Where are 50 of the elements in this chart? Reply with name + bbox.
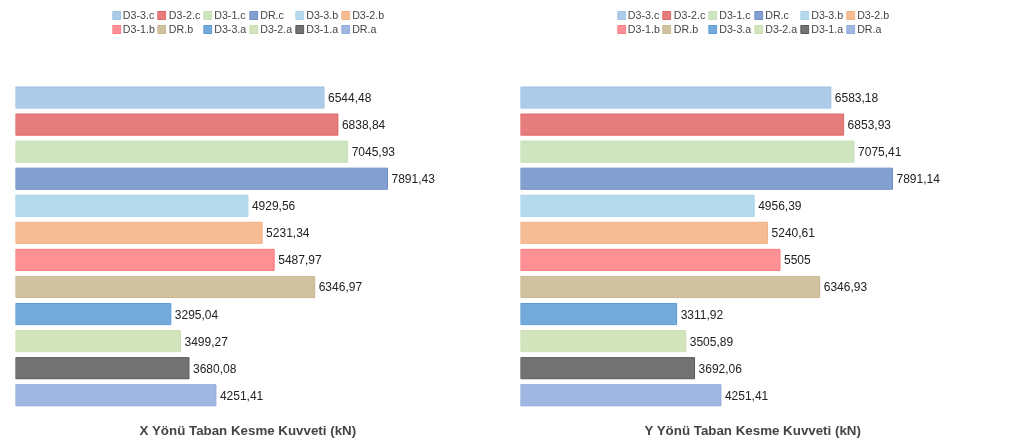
- data-label: 7891,14: [896, 172, 941, 187]
- data-label: 3505,89: [689, 334, 734, 349]
- legend-label: D3-1.a: [306, 23, 339, 35]
- data-label: 7045,93: [351, 145, 396, 160]
- data-label: 4251,41: [724, 388, 769, 403]
- x-axis-title: Y Yönü Taban Kesme Kuvveti (kN): [644, 422, 861, 438]
- data-label: 3499,27: [184, 334, 229, 349]
- data-label: 6583,18: [834, 91, 879, 106]
- x-axis-title: X Yönü Taban Kesme Kuvveti (kN): [139, 422, 357, 438]
- legend-label: D3-3.c: [122, 9, 155, 21]
- data-label: 4956,39: [758, 199, 802, 214]
- legend-label: DR.b: [673, 23, 699, 35]
- legend-label: D3-2.b: [352, 9, 385, 21]
- legend-label: D3-1.b: [122, 23, 155, 35]
- legend-label: D3-1.c: [719, 9, 751, 21]
- data-label: 6544,48: [328, 91, 372, 106]
- legend-label: DR.a: [352, 23, 377, 35]
- data-label: 5487,97: [278, 253, 322, 268]
- data-label: 3295,04: [174, 307, 219, 322]
- data-label: 5505: [784, 253, 812, 268]
- data-label: 7075,41: [858, 145, 902, 160]
- legend-label: D3-3.a: [214, 23, 247, 35]
- legend-label: D3-3.a: [719, 23, 752, 35]
- data-label: 6853,93: [847, 118, 892, 133]
- legend-label: D3-2.b: [857, 9, 890, 21]
- legend-label: D3-1.a: [811, 23, 844, 35]
- data-label: 3680,08: [192, 361, 237, 376]
- data-label: 3311,92: [680, 307, 724, 322]
- data-label: 7891,43: [391, 172, 436, 187]
- legend-label: D3-1.b: [627, 23, 660, 35]
- data-label: 3692,06: [698, 361, 743, 376]
- legend-label: D3-1.c: [214, 9, 246, 21]
- data-label: 5240,61: [771, 226, 816, 241]
- legend-label: DR.a: [857, 23, 882, 35]
- data-label: 6346,93: [823, 280, 868, 295]
- legend-label: D3-3.b: [306, 9, 339, 21]
- data-label: 6346,97: [318, 280, 363, 295]
- data-label: 4929,56: [251, 199, 296, 214]
- legend-label: D3-2.c: [673, 9, 706, 21]
- legend-label: DR.b: [168, 23, 194, 35]
- data-label: 4251,41: [219, 388, 264, 403]
- legend-label: D3-2.a: [260, 23, 293, 35]
- data-label: 6838,84: [341, 118, 386, 133]
- legend-label: D3-2.a: [765, 23, 798, 35]
- legend-label: D3-2.c: [168, 9, 201, 21]
- legend-label: D3-3.b: [811, 9, 844, 21]
- legend-label: D3-3.c: [627, 9, 660, 21]
- legend-label: DR.c: [260, 9, 284, 21]
- data-label: 5231,34: [266, 226, 310, 241]
- legend-label: DR.c: [765, 9, 789, 21]
